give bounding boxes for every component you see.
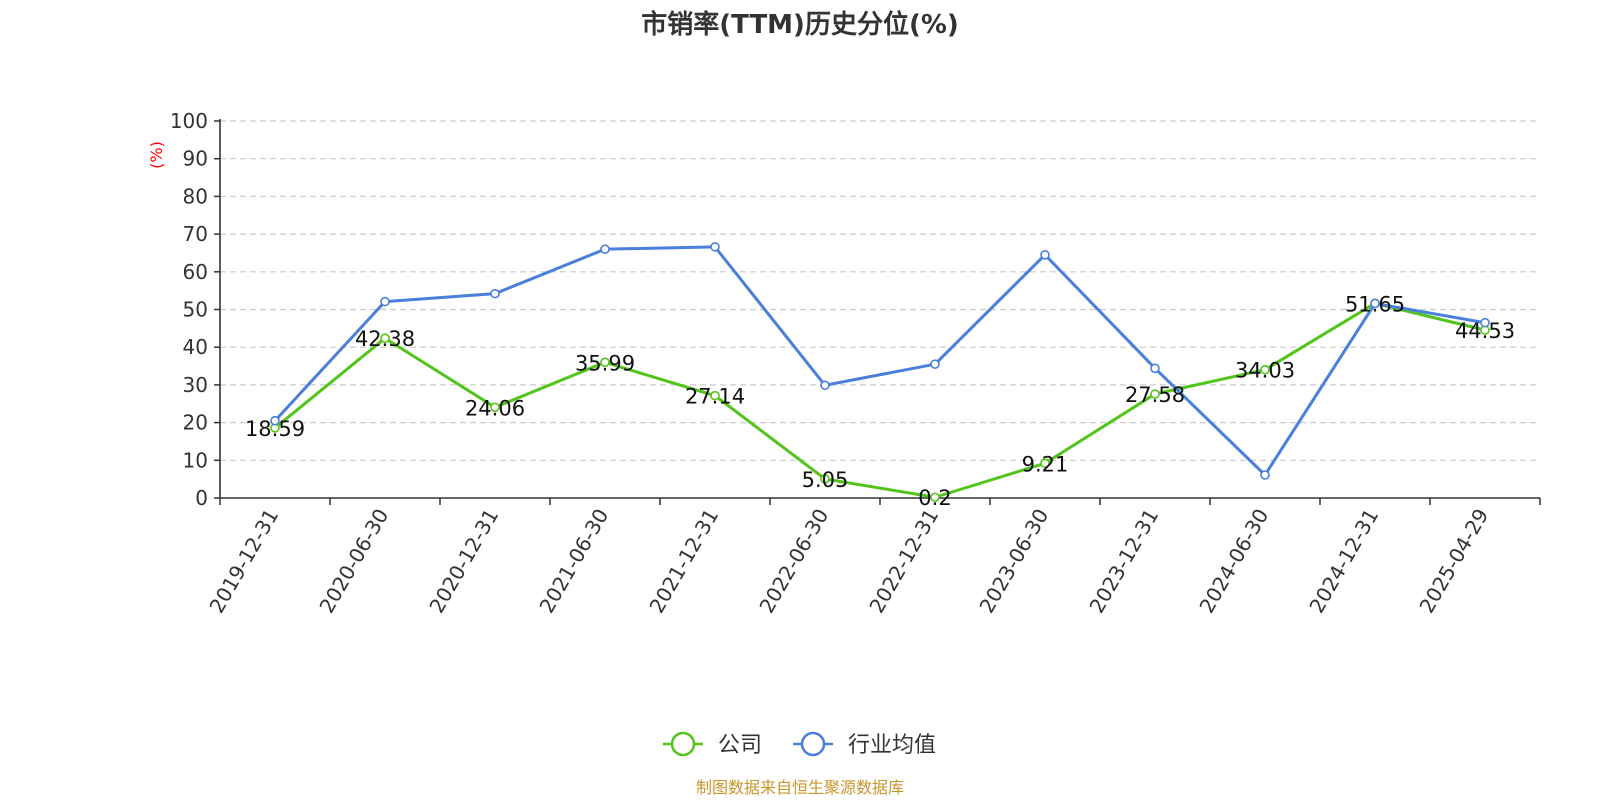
chart-title: 市销率(TTM)历史分位(%) [641,9,959,40]
x-tick-label: 2022-06-30 [754,505,833,618]
legend-swatch-marker [800,731,826,757]
axes: 0 10 20 30 40 50 60 70 80 90 100 2019-12-31 2020-06-… [170,109,1541,618]
y-tick-label: 20 [183,411,208,435]
legend-label: 公司 [718,733,762,758]
legend-item[interactable]: 公司 [663,731,762,758]
data-point [380,333,390,344]
data-point [600,357,610,368]
data-label: 42.38 [355,327,415,351]
data-point [1260,470,1270,480]
series-line [274,301,1486,499]
x-tick-label: 2019-12-31 [204,505,283,618]
data-label: 44.53 [1455,319,1515,343]
y-tick-label: 60 [183,260,208,284]
y-tick-label: 80 [183,184,208,208]
data-label: 18.59 [245,417,305,441]
data-label: 51.65 [1345,292,1405,316]
data-label: 0.2 [918,486,951,510]
data-point [270,415,280,426]
data-label: 24.06 [465,396,525,420]
y-tick-label: 30 [183,373,208,397]
x-tick-label: 2024-06-30 [1194,505,1273,618]
x-tick-label: 2022-12-31 [864,505,943,618]
legend[interactable]: 公司 行业均值 [663,731,936,758]
data-point [710,242,720,252]
data-point [710,390,720,401]
y-tick-label: 100 [170,109,208,133]
legend-swatch-marker [670,731,696,757]
x-tick-label: 2021-06-30 [534,505,613,618]
data-point [600,244,610,254]
data-point [490,288,500,299]
x-tick-label: 2023-12-31 [1084,505,1163,618]
legend-label: 行业均值 [848,733,936,758]
data-point [490,402,500,413]
y-tick-label: 90 [183,147,208,171]
x-tick-label: 2023-06-30 [974,505,1053,618]
y-tick-label: 0 [195,486,208,510]
data-label: 27.14 [685,385,745,409]
data-label: 9.21 [1022,452,1069,476]
x-tick-label: 2024-12-31 [1304,505,1383,618]
data-point [1260,364,1270,375]
data-label: 27.58 [1125,383,1185,407]
data-point [820,380,830,391]
data-point [820,474,830,484]
data-point [930,492,940,503]
data-point [380,296,390,307]
y-tick-label: 70 [183,222,208,246]
data-point [1480,317,1490,328]
y-tick-label: 40 [183,335,208,359]
grid [220,120,1540,461]
data-point [930,359,940,369]
data-labels: 18.59 42.38 24.06 35.99 27.14 5.05 0.2 9.21 27.5… [245,292,1515,510]
data-point [1150,363,1160,374]
x-tick-label: 2020-12-31 [424,505,503,618]
source-note: 制图数据来自恒生聚源数据库 [696,778,904,797]
data-point [1040,250,1050,260]
x-tick-label: 2020-06-30 [314,505,393,618]
y-tick-label: 10 [183,448,208,472]
y-axis-unit: (%) [147,141,166,169]
x-tick-label: 2021-12-31 [644,505,723,618]
y-tick-label: 50 [183,298,208,322]
data-label: 35.99 [575,351,635,375]
legend-item[interactable]: 行业均值 [793,731,936,758]
series-line [273,245,1486,477]
data-point [1370,298,1380,309]
data-point [1150,389,1160,399]
series-lines [270,242,1490,503]
data-label: 34.03 [1235,359,1295,383]
x-tick-label: 2025-04-29 [1414,505,1493,618]
data-label: 5.05 [802,468,849,492]
data-point [1040,458,1050,469]
